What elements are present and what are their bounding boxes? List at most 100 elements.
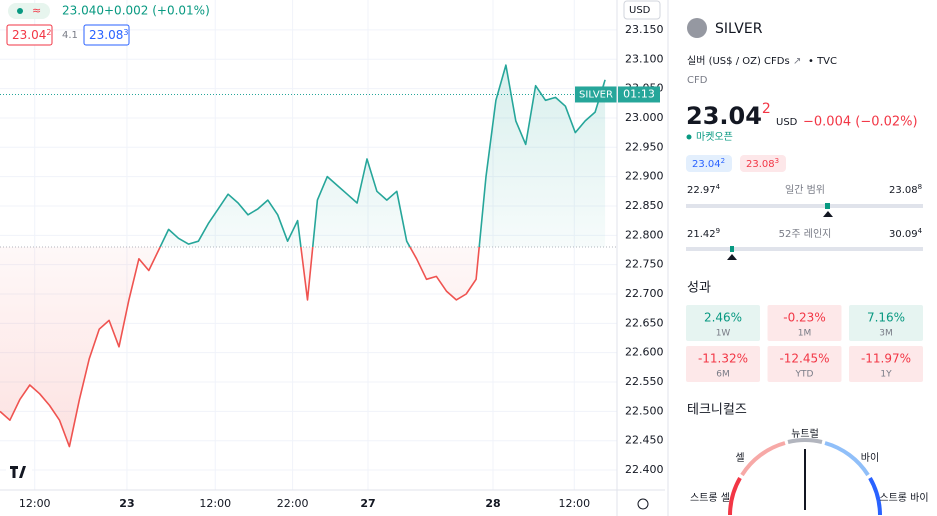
- panel-ask-main: 23.08: [746, 159, 775, 170]
- perf-cell: [686, 346, 760, 382]
- x-tick-label: 23: [119, 497, 134, 510]
- y-tick-label: 22.950: [625, 140, 664, 153]
- y-tick-label: 23.000: [625, 111, 664, 124]
- perf-cell: [767, 305, 842, 341]
- perf-period: YTD: [795, 370, 814, 380]
- header-change: +0.002 (+0.01%): [104, 4, 210, 18]
- price-tag: [618, 86, 660, 103]
- perf-cell: [849, 305, 923, 341]
- status-icon: ≈: [32, 4, 41, 17]
- status-dot: [17, 8, 23, 14]
- y-tick-label: 22.500: [625, 404, 664, 417]
- perf-grid: 2.46% 1W -0.23% 1M 7.16% 3M -11.32% 6M -12.45% YT…: [686, 305, 923, 382]
- day-low-sup: 4: [716, 183, 721, 191]
- perf-cell: [686, 305, 760, 341]
- bid-box[interactable]: [6, 24, 53, 46]
- y-tick-label: 22.800: [625, 228, 664, 241]
- day-low-main: 22.97: [687, 185, 716, 196]
- y-tick-label: 22.900: [625, 170, 664, 183]
- ask-sup: 3: [123, 28, 128, 37]
- y-tick-label: 22.650: [625, 316, 664, 329]
- x-tick-label: 22:00: [277, 497, 309, 510]
- perf-period: 1Y: [880, 370, 892, 380]
- year-bar: [686, 247, 923, 251]
- panel-ask: 23.083: [746, 157, 779, 170]
- day-high-main: 23.08: [889, 185, 918, 196]
- panel-bid-sup: 2: [721, 157, 725, 165]
- day-range-label: 일간 범위: [785, 183, 825, 196]
- perf-value: -11.97%: [861, 352, 911, 366]
- perf-period: 1M: [798, 329, 812, 339]
- year-fill: [730, 246, 734, 252]
- logo: [6, 462, 32, 482]
- panel-bid-main: 23.04: [692, 159, 721, 170]
- perf-period: 1W: [716, 329, 731, 339]
- currency-button[interactable]: [623, 0, 661, 20]
- gauge-buy-label: 바이: [861, 452, 879, 464]
- day-marker: [823, 211, 833, 217]
- description: 실버 (US$ / OZ) CFDs: [687, 55, 790, 67]
- panel: [668, 0, 937, 516]
- day-bar: [686, 204, 923, 208]
- y-tick-label: 22.450: [625, 434, 664, 447]
- gauge-sell: [740, 441, 786, 477]
- link-icon[interactable]: ↗: [793, 56, 801, 67]
- perf-value: -0.23%: [783, 311, 825, 325]
- gauge-strong-buy-label: 스트롱 바이: [879, 492, 928, 504]
- perf-cell: [849, 346, 923, 382]
- status-pill: [8, 3, 50, 19]
- y-tick-label: 22.550: [625, 375, 664, 388]
- price-main: 23.04: [686, 102, 762, 130]
- bid-sup: 2: [46, 28, 51, 37]
- series-label: SILVER: [579, 89, 613, 100]
- year-range-label: 52주 레인지: [779, 228, 832, 240]
- settings-icon[interactable]: [637, 498, 649, 510]
- y-tick-label: 22.700: [625, 287, 664, 300]
- price-sup: 2: [762, 101, 771, 117]
- price: 23.042: [686, 101, 771, 130]
- y-tick-label: 22.850: [625, 199, 664, 212]
- open-dot: [686, 134, 692, 140]
- gauge-buy: [824, 441, 870, 477]
- year-low-sup: 9: [716, 227, 720, 235]
- year-high: 30.094: [889, 227, 923, 240]
- bid-chip: [686, 155, 732, 172]
- kind: CFD: [687, 75, 708, 86]
- perf-value: -12.45%: [779, 352, 829, 366]
- y-tick-label: 23.100: [625, 52, 664, 65]
- x-tick-label: 27: [360, 497, 375, 510]
- panel-bid: 23.042: [692, 157, 725, 170]
- symbol-icon: [687, 18, 707, 38]
- gauge-neutral-label: 뉴트럴: [791, 427, 819, 440]
- ask-main: 23.08: [89, 28, 123, 42]
- gauge-strong-buy: [868, 477, 882, 516]
- perf-cell: [767, 346, 842, 382]
- perf-period: 3M: [879, 329, 893, 339]
- price-change: −0.004 (−0.02%): [803, 115, 918, 130]
- logo-mark: [10, 466, 26, 478]
- symbol[interactable]: SILVER: [715, 21, 763, 37]
- y-tick-label: 22.400: [625, 463, 664, 476]
- day-high-sup: 8: [918, 183, 922, 191]
- source: • TVC: [808, 56, 837, 67]
- year-marker: [727, 254, 737, 260]
- y-tick-label: 22.600: [625, 346, 664, 359]
- year-low-main: 21.42: [687, 229, 716, 240]
- perf-value: 7.16%: [867, 311, 905, 325]
- gauge: [728, 438, 882, 516]
- y-tick-label: 22.750: [625, 258, 664, 271]
- countdown: 01:13: [623, 87, 655, 100]
- day-low: 22.974: [687, 183, 721, 196]
- perf-value: -11.32%: [698, 352, 748, 366]
- tech-title: 테크니컬즈: [687, 403, 747, 418]
- ask-box[interactable]: [83, 24, 130, 46]
- y-tick-label: 23.150: [625, 23, 664, 36]
- x-tick-label: 12:00: [199, 497, 231, 510]
- status: 마켓오픈: [696, 131, 733, 143]
- year-low: 21.429: [687, 227, 720, 240]
- price-line: [0, 64, 606, 448]
- series-label-box: [575, 86, 617, 103]
- x-tick-label: 12:00: [19, 497, 51, 510]
- bid-main: 23.04: [12, 28, 46, 42]
